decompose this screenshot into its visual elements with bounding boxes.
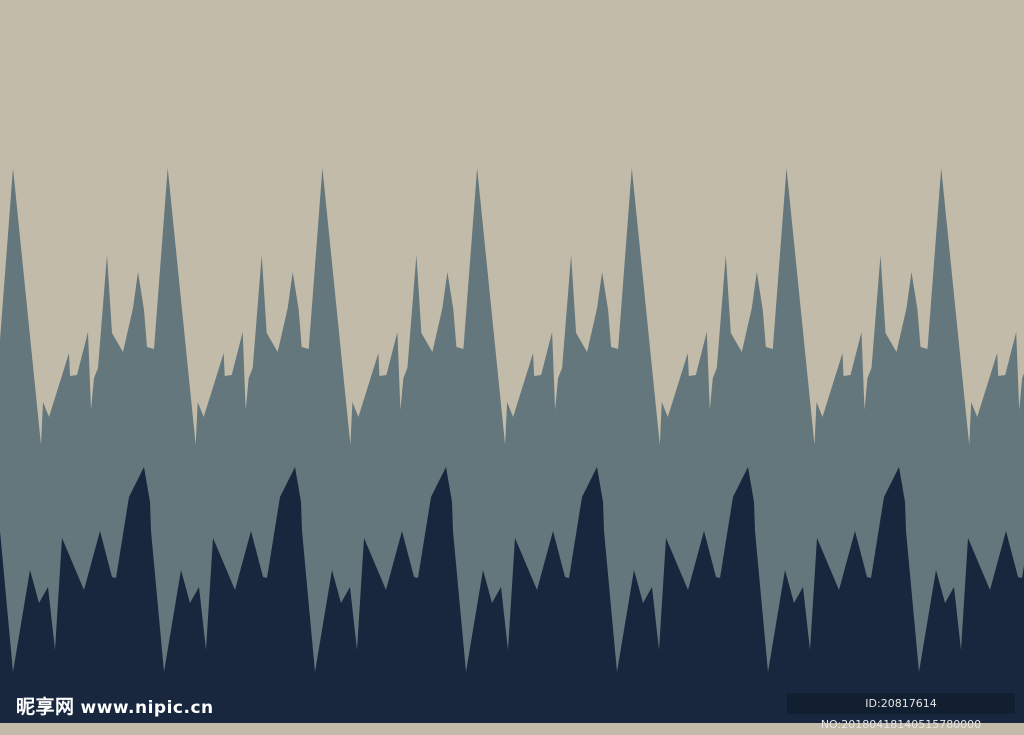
watermark-url: www.nipic.cn xyxy=(80,698,214,718)
watermark-id: ID:20817614 NO:20180418140515780000 xyxy=(787,693,1015,731)
watermark-logo: 昵享网 www.nipic.cn xyxy=(16,692,214,719)
watermark-brand: 昵享网 xyxy=(16,696,75,718)
front-wave-layer xyxy=(0,467,1024,723)
